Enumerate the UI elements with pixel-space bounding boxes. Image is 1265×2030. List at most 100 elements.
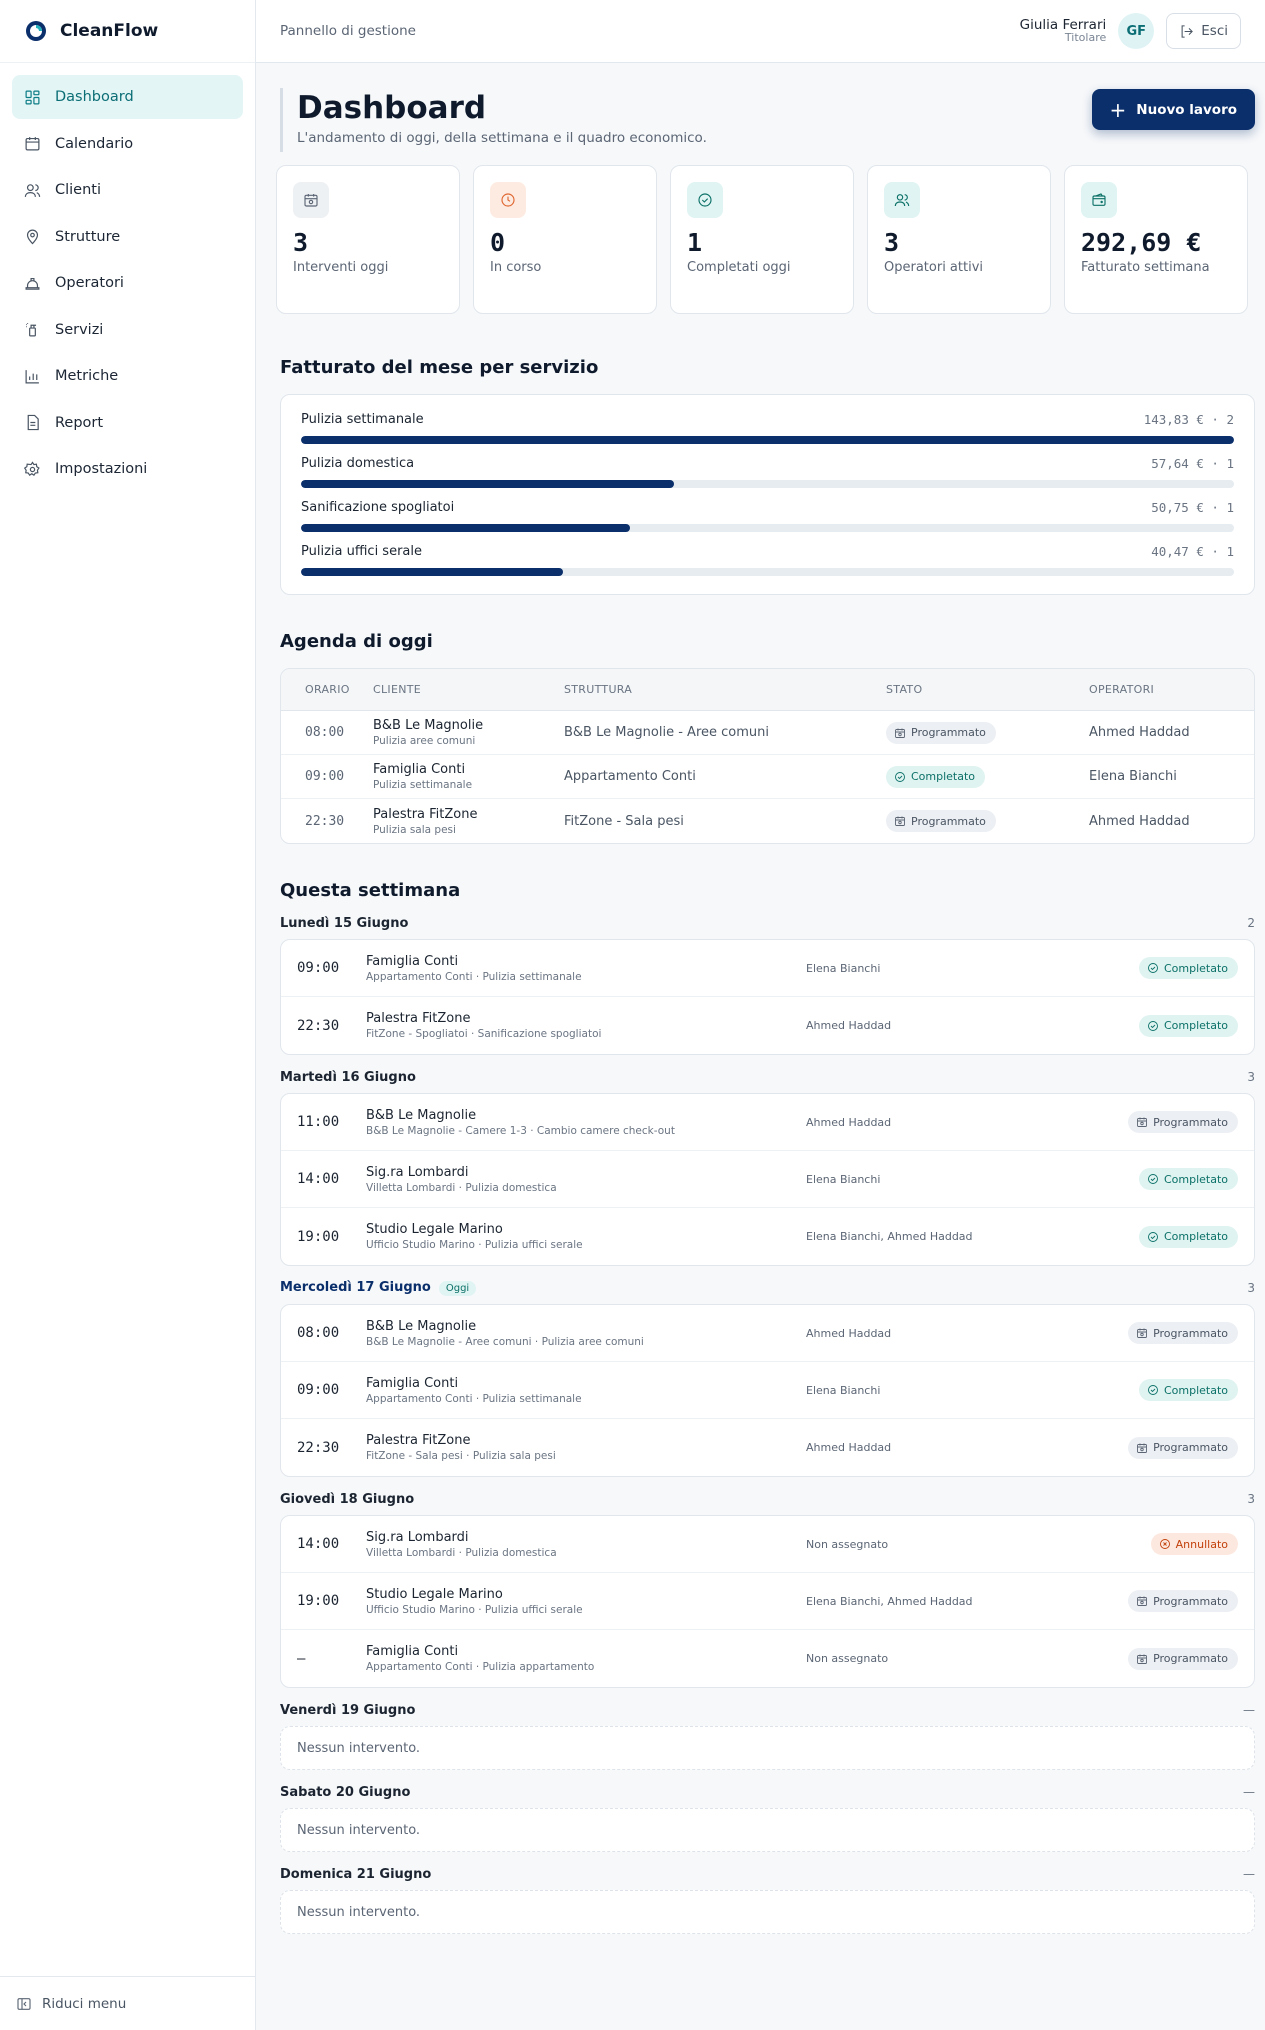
item-client: Studio Legale Marino [366, 1222, 503, 1237]
sidebar-item-servizi[interactable]: Servizi [12, 308, 243, 352]
table-row[interactable]: 09:00 Famiglia Conti Pulizia settimanale Ap… [281, 755, 1254, 799]
file-icon [27, 414, 39, 431]
status-label: Completato [911, 770, 976, 783]
list-item[interactable]: 19:00 Studio Legale Marino Ufficio Studio … [281, 1573, 1254, 1630]
status-badge: Completato [1138, 1225, 1238, 1248]
logout-label: Esci [1201, 23, 1228, 39]
item-time: 08:00 [297, 1325, 340, 1341]
list-item[interactable]: 14:00 Sig.ra Lombardi Villetta Lombardi · … [281, 1516, 1254, 1573]
status-label: Completato [1163, 1172, 1228, 1186]
list-item[interactable]: 22:30 Palestra FitZone FitZone - Spogliato… [281, 997, 1254, 1054]
stat-icon-box [687, 182, 723, 218]
collapse-menu-label: Riduci menu [42, 1995, 127, 2012]
item-detail: Appartamento Conti · Pulizia settimanale [366, 970, 582, 983]
list-item[interactable]: 14:00 Sig.ra Lombardi Villetta Lombardi · … [281, 1151, 1254, 1208]
hard-hat-icon [25, 277, 40, 290]
day-name: Martedì 16 Giugno [280, 1069, 416, 1085]
item-time: 09:00 [297, 1382, 340, 1398]
item-main: Palestra FitZone FitZone - Spogliatoi · S… [366, 1011, 806, 1040]
item-time: 11:00 [297, 1114, 340, 1130]
day-name: Sabato 20 Giugno [280, 1784, 411, 1800]
sidebar-item-clienti[interactable]: Clienti [12, 168, 243, 212]
sidebar-item-label: Impostazioni [55, 461, 148, 477]
day-name: Lunedì 15 Giugno [280, 915, 409, 931]
list-item[interactable]: — Famiglia Conti Appartamento Conti · Puli… [281, 1630, 1254, 1687]
revenue-row: Pulizia uffici serale 40,47 € · 1 [301, 543, 1234, 576]
item-main: Palestra FitZone FitZone - Sala pesi · Pu… [366, 1433, 806, 1462]
week-title: Questa settimana [280, 880, 461, 901]
check-circle-icon [1148, 963, 1158, 973]
sidebar-item-operatori[interactable]: Operatori [12, 261, 243, 305]
item-main: Studio Legale Marino Ufficio Studio Marin… [366, 1222, 806, 1251]
list-item[interactable]: 11:00 B&B Le Magnolie B&B Le Magnolie - Ca… [281, 1094, 1254, 1151]
empty-day: Nessun intervento. [280, 1890, 1255, 1934]
day-title: Martedì 16 Giugno [280, 1070, 416, 1085]
sidebar-item-report[interactable]: Report [12, 401, 243, 445]
progress-track [301, 436, 1234, 444]
structure-cell: FitZone - Sala pesi [564, 813, 684, 829]
day-title: Venerdì 19 Giugno [280, 1703, 415, 1718]
agenda-header-row: Orario Cliente Struttura Stato Operatori [281, 669, 1254, 711]
gear-icon [24, 460, 40, 476]
list-item[interactable]: 09:00 Famiglia Conti Appartamento Conti · … [281, 1362, 1254, 1419]
item-time: 14:00 [297, 1171, 340, 1187]
list-item[interactable]: 19:00 Studio Legale Marino Ufficio Studio … [281, 1208, 1254, 1265]
status-cell: Programmato [886, 721, 1089, 744]
stat-icon-box [490, 182, 526, 218]
avatar[interactable]: GF [1118, 13, 1155, 49]
item-detail: Appartamento Conti · Pulizia settimanale [366, 1392, 582, 1405]
table-row[interactable]: 08:00 B&B Le Magnolie Pulizia aree comuni B… [281, 711, 1254, 755]
item-client: B&B Le Magnolie [366, 1318, 477, 1334]
today-badge: Oggi [438, 1281, 477, 1296]
logout-button[interactable]: Esci [1166, 13, 1241, 49]
day-title: Sabato 20 Giugno [280, 1785, 410, 1800]
stat-card: 292,69 € Fatturato settimana [1064, 165, 1248, 314]
check-circle-icon [698, 193, 712, 207]
status-badge: Completato [1138, 1168, 1238, 1190]
status-badge: Completato [1138, 957, 1238, 979]
check-circle-icon [1148, 1020, 1158, 1031]
stat-value: 292,69 € [1081, 228, 1202, 257]
day-count: 3 [1247, 1492, 1255, 1506]
item-detail: Villetta Lombardi · Pulizia domestica [366, 1546, 557, 1559]
day-header: Venerdì 19 Giugno — [280, 1700, 1255, 1720]
page-subtitle: L'andamento di oggi, della settimana e i… [297, 130, 707, 146]
stat-label: In corso [490, 260, 542, 275]
item-time: 22:30 [297, 1017, 340, 1034]
list-item[interactable]: 08:00 B&B Le Magnolie B&B Le Magnolie - Ar… [281, 1305, 1254, 1362]
item-time: 09:00 [297, 960, 340, 976]
item-operators: Elena Bianchi [806, 961, 881, 975]
check-circle-icon [895, 771, 905, 782]
new-job-button[interactable]: + Nuovo lavoro [1091, 89, 1255, 130]
sidebar-item-strutture[interactable]: Strutture [12, 215, 243, 259]
brand[interactable]: CleanFlow [0, 0, 255, 63]
day-header: Martedì 16 Giugno 3 [280, 1067, 1255, 1087]
table-row[interactable]: 22:30 Palestra FitZone Pulizia sala pesi Fi… [281, 799, 1254, 843]
stat-card: 3 Interventi oggi [276, 165, 460, 314]
item-operators: Non assegnato [806, 1652, 889, 1665]
spray-icon [26, 323, 37, 337]
sidebar-item-dashboard[interactable]: Dashboard [12, 75, 243, 119]
list-item[interactable]: 09:00 Famiglia Conti Appartamento Conti · … [281, 940, 1254, 997]
item-operators: Ahmed Haddad [806, 1441, 892, 1454]
day-count: 3 [1247, 1281, 1255, 1295]
sidebar-item-metriche[interactable]: Metriche [12, 354, 243, 398]
new-job-label: Nuovo lavoro [1136, 101, 1237, 118]
item-client: Palestra FitZone [366, 1433, 471, 1448]
agenda-table: Orario Cliente Struttura Stato Operatori… [280, 668, 1255, 844]
sidebar-item-calendario[interactable]: Calendario [12, 122, 243, 166]
stat-icon-box [884, 182, 920, 218]
status-label: Programmato [911, 814, 986, 828]
list-item[interactable]: 22:30 Palestra FitZone FitZone - Sala pesi… [281, 1419, 1254, 1476]
service-name: Pulizia uffici serale [301, 544, 422, 559]
calendar-clock-icon [1137, 1328, 1148, 1338]
status-label: Completato [1163, 1383, 1228, 1397]
collapse-menu-button[interactable]: Riduci menu [0, 1976, 255, 2030]
day-title: Domenica 21 Giugno [280, 1867, 431, 1882]
day-count: — [1243, 1867, 1255, 1881]
day-name: Venerdì 19 Giugno [280, 1702, 416, 1718]
day-count: 2 [1247, 916, 1255, 930]
sidebar-item-impostazioni[interactable]: Impostazioni [12, 447, 243, 491]
map-pin-icon [26, 229, 39, 245]
stat-label: Fatturato settimana [1081, 260, 1210, 275]
